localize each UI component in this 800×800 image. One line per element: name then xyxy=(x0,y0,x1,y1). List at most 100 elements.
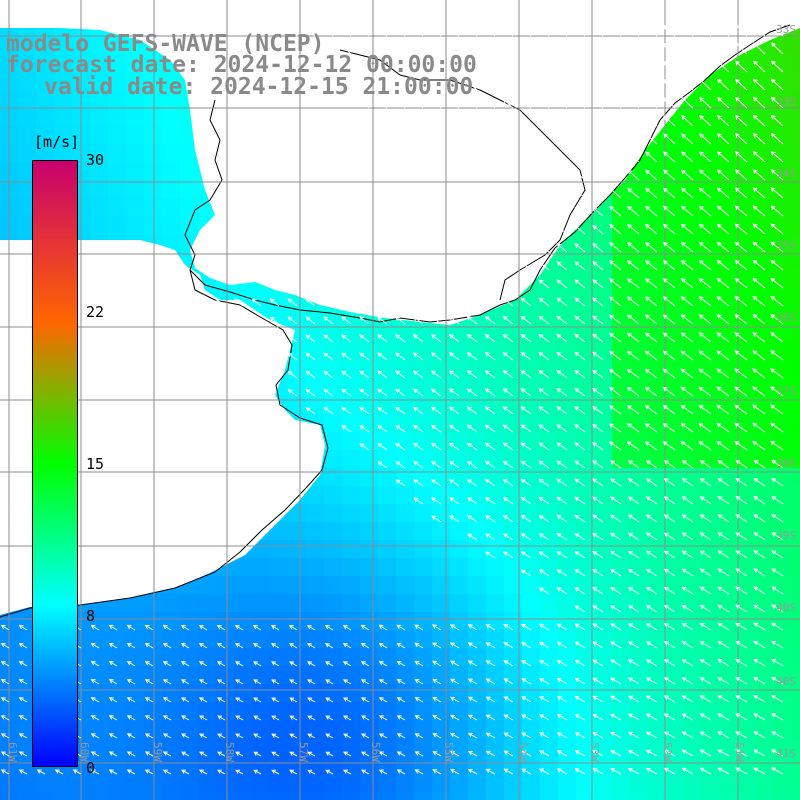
wind-cell xyxy=(684,468,703,487)
wind-arrow xyxy=(771,695,784,703)
wind-cell xyxy=(486,774,505,793)
wind-arrow xyxy=(753,677,766,685)
wind-arrow xyxy=(680,223,694,235)
wind-arrow xyxy=(645,60,658,73)
wind-arrow xyxy=(0,643,10,649)
wind-arrow xyxy=(592,152,604,163)
wind-arrow xyxy=(717,42,730,55)
wind-cell xyxy=(702,504,721,523)
wind-cell xyxy=(486,378,505,397)
wind-arrow xyxy=(126,679,136,685)
wind-arrow xyxy=(770,332,784,343)
wind-cell xyxy=(432,342,451,361)
wind-arrow xyxy=(680,441,694,451)
wind-cell xyxy=(306,558,325,577)
wind-arrow xyxy=(449,98,460,109)
wind-arrow xyxy=(699,568,712,577)
wind-arrow xyxy=(414,733,424,739)
wind-arrow xyxy=(251,316,262,325)
wind-cell xyxy=(792,612,800,631)
wind-arrow xyxy=(698,133,712,145)
wind-cell xyxy=(666,378,685,397)
wind-arrow xyxy=(538,732,550,739)
wind-arrow xyxy=(216,679,226,685)
wind-cell xyxy=(90,198,109,217)
wind-cell xyxy=(594,396,613,415)
wind-arrow xyxy=(574,188,586,199)
wind-cell xyxy=(666,504,685,523)
wind-arrow xyxy=(448,424,460,433)
wind-cell xyxy=(774,378,793,397)
wind-cell xyxy=(612,414,631,433)
wind-cell xyxy=(504,756,523,775)
wind-cell xyxy=(720,576,739,595)
wind-arrow xyxy=(449,26,460,37)
wind-cell xyxy=(648,288,667,307)
wind-cell xyxy=(522,378,541,397)
wind-cell xyxy=(54,126,73,145)
wind-arrow xyxy=(610,460,622,469)
wind-cell xyxy=(522,792,541,800)
wind-arrow xyxy=(735,532,748,541)
wind-arrow xyxy=(752,296,766,307)
wind-arrow xyxy=(377,388,388,397)
wind-arrow xyxy=(574,514,586,523)
wind-cell xyxy=(450,630,469,649)
wind-cell xyxy=(450,792,469,800)
wind-cell xyxy=(576,666,595,685)
wind-arrow xyxy=(681,496,694,505)
wind-cell xyxy=(558,720,577,739)
wind-arrow xyxy=(467,44,478,55)
wind-arrow xyxy=(753,568,766,577)
wind-arrow xyxy=(538,26,550,37)
wind-cell xyxy=(720,774,739,793)
wind-cell xyxy=(558,450,577,469)
wind-arrow xyxy=(716,404,730,415)
wind-arrow xyxy=(592,261,604,271)
wind-arrow xyxy=(608,332,622,343)
wind-arrow xyxy=(753,477,766,487)
wind-arrow xyxy=(574,750,586,757)
wind-cell xyxy=(468,324,487,343)
wind-cell xyxy=(414,360,433,379)
wind-arrow xyxy=(253,697,262,703)
wind-cell xyxy=(522,738,541,757)
wind-arrow xyxy=(753,695,766,703)
wind-cell xyxy=(612,666,631,685)
wind-cell xyxy=(486,540,505,559)
wind-cell xyxy=(504,486,523,505)
wind-cell xyxy=(378,540,397,559)
wind-cell xyxy=(396,468,415,487)
wind-cell xyxy=(450,576,469,595)
wind-arrows xyxy=(0,24,784,775)
wind-cell xyxy=(36,90,55,109)
wind-cell xyxy=(648,468,667,487)
wind-cell xyxy=(288,522,307,541)
wind-arrow xyxy=(467,497,478,505)
wind-arrow xyxy=(485,714,496,721)
wind-arrow xyxy=(644,350,658,361)
colorbar-tick-8: 8 xyxy=(86,607,96,625)
wind-arrow xyxy=(644,314,658,325)
wind-cell xyxy=(612,288,631,307)
wind-cell xyxy=(522,324,541,343)
wind-arrow xyxy=(662,423,676,433)
wind-arrow xyxy=(556,460,568,469)
wind-cell xyxy=(468,558,487,577)
wind-arrow xyxy=(574,351,586,361)
wind-arrow xyxy=(716,259,730,271)
wind-arrow xyxy=(680,332,694,343)
wind-arrow xyxy=(556,696,568,703)
wind-arrow xyxy=(698,350,712,361)
wind-cell xyxy=(684,306,703,325)
wind-arrow xyxy=(627,532,640,541)
wind-arrow xyxy=(449,80,460,91)
wind-cell xyxy=(720,504,739,523)
wind-arrow xyxy=(716,278,730,289)
wind-arrow xyxy=(466,406,478,415)
wind-arrow xyxy=(752,386,766,397)
wind-cell xyxy=(756,576,775,595)
wind-cell xyxy=(756,378,775,397)
wind-cell xyxy=(774,270,793,289)
wind-cell xyxy=(504,342,523,361)
